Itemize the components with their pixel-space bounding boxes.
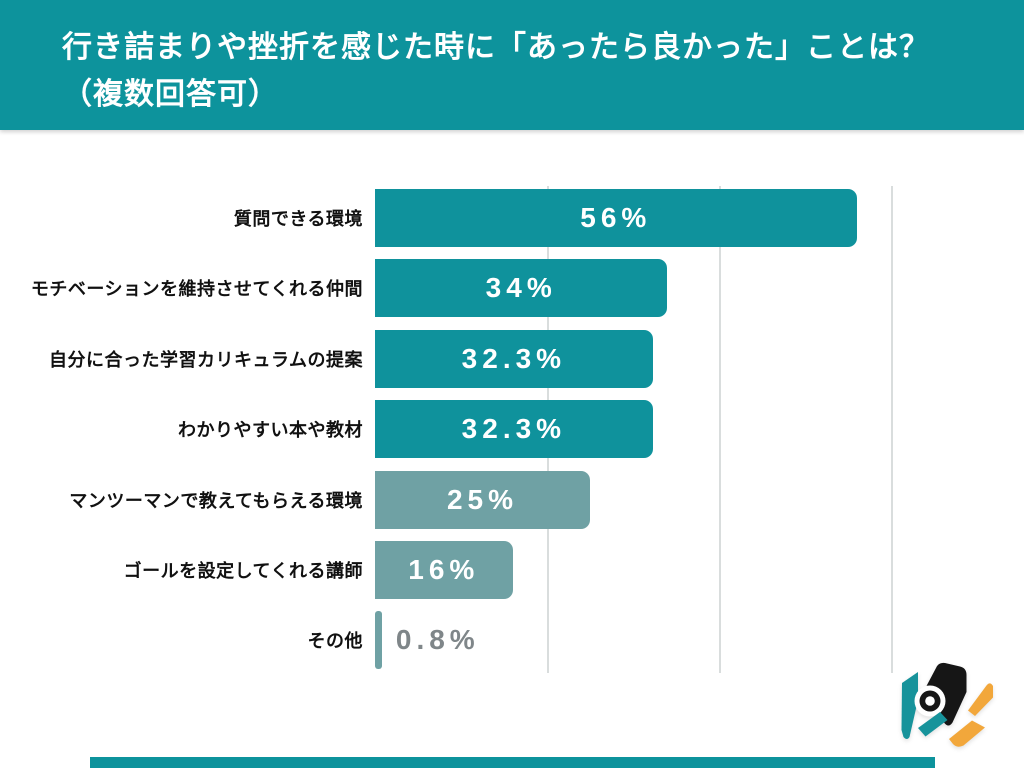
category-label: 自分に合った学習カリキュラムの提案 <box>49 349 363 370</box>
chart-title-line2: （複数回答可） <box>62 77 279 111</box>
logo-orange-bottom-blade <box>949 720 985 747</box>
value-label: 32.3% <box>461 413 567 445</box>
logo-teal-left-blade <box>901 672 918 739</box>
category-label: わかりやすい本や教材 <box>178 420 363 441</box>
value-label: 25% <box>446 483 519 515</box>
chart-title: 行き詰まりや挫折を感じた時に「あったら良かった」ことは？ （複数回答可） <box>62 25 984 118</box>
chart-header: 行き詰まりや挫折を感じた時に「あったら良かった」ことは？ （複数回答可） <box>0 0 1024 130</box>
footer-accent-bar <box>90 757 935 768</box>
bar: 25% <box>375 470 590 529</box>
logo-lens-hole <box>925 696 935 706</box>
bar-row: モチベーションを維持させてくれる仲間 34% <box>0 259 1024 318</box>
hexagon-aperture-logo <box>901 662 993 747</box>
category-label: モチベーションを維持させてくれる仲間 <box>30 279 363 300</box>
bar-row: わかりやすい本や教材 32.3% <box>0 400 1024 459</box>
category-label: ゴールを設定してくれる講師 <box>123 561 363 581</box>
value-label: 32.3% <box>461 342 567 374</box>
bar-row: マンツーマンで教えてもらえる環境 25% <box>0 470 1024 529</box>
bar-chart: 質問できる環境 56% モチベーションを維持させてくれる仲間 34% 自分に合った学習カ… <box>0 130 1024 690</box>
value-label: 0.8% <box>395 624 480 656</box>
logo-orange-right-blade <box>968 683 993 716</box>
bar: 32.3% <box>375 329 653 388</box>
bar: 16% <box>375 541 513 599</box>
bar <box>375 611 382 670</box>
category-label: マンツーマンで教えてもらえる環境 <box>69 490 363 511</box>
value-label: 16% <box>408 554 480 585</box>
bar-row: 質問できる環境 56% <box>0 189 1024 247</box>
bar: 32.3% <box>375 400 653 459</box>
bar-row: 自分に合った学習カリキュラムの提案 32.3% <box>0 329 1024 388</box>
gridline-40-percent <box>719 186 721 673</box>
value-label: 56% <box>580 202 652 233</box>
logo-teal-center-blade <box>918 712 948 737</box>
gridline-60-percent <box>891 186 893 673</box>
category-label: その他 <box>307 631 363 652</box>
chart-title-line1: 行き詰まりや挫折を感じた時に「あったら良かった」ことは？ <box>62 31 930 64</box>
category-label: 質問できる環境 <box>233 209 363 229</box>
value-label: 34% <box>485 272 557 304</box>
bar-row: ゴールを設定してくれる講師 16% <box>0 541 1024 599</box>
bar: 34% <box>375 259 668 318</box>
bar: 56% <box>375 189 857 247</box>
bar-row: その他 0.8% <box>0 611 1024 670</box>
